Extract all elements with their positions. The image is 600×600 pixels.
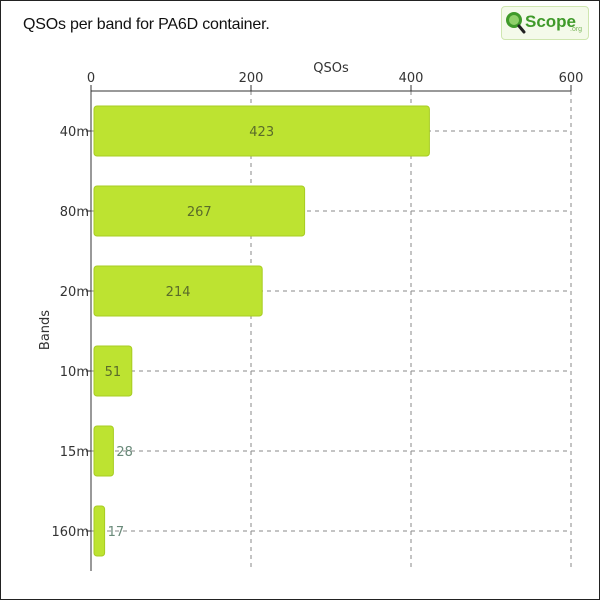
bar-20m[interactable] xyxy=(93,265,263,317)
bar-layer: 423 267 214 51 28 17 xyxy=(93,105,430,557)
x-tick-label: 600 xyxy=(559,71,584,86)
chart-title: QSOs per band for PA6D container. xyxy=(23,16,270,33)
x-tick-label: 0 xyxy=(87,71,95,86)
data-label-40m: 423 xyxy=(249,125,274,140)
y-tick-label: 20m xyxy=(60,285,89,300)
data-label-15m: 28 xyxy=(116,445,133,460)
bar-80m[interactable] xyxy=(93,185,306,237)
data-label-10m: 51 xyxy=(105,365,122,380)
bar-160m[interactable] xyxy=(93,505,106,557)
data-label-80m: 267 xyxy=(187,205,212,220)
magnifier-handle-icon xyxy=(517,24,526,34)
y-tick-label: 10m xyxy=(60,365,89,380)
y-axis-label: Bands xyxy=(38,310,53,350)
y-tick-label: 80m xyxy=(60,205,89,220)
x-tick-label: 200 xyxy=(239,71,264,86)
logo-suffix: .org xyxy=(570,26,582,33)
bar-40m[interactable] xyxy=(93,105,430,157)
x-axis-label: QSOs xyxy=(313,61,349,76)
data-label-160m: 17 xyxy=(108,525,125,540)
data-label-20m: 214 xyxy=(166,285,191,300)
axis-layer: 0 200 400 600 40m 80m 20m 10m 15m 160m xyxy=(52,71,584,571)
x-tick-label: 400 xyxy=(399,71,424,86)
grid-layer xyxy=(91,91,572,571)
y-tick-label: 40m xyxy=(60,125,89,140)
bar-10m[interactable] xyxy=(93,345,133,397)
y-tick-label: 160m xyxy=(52,525,89,540)
qscope-logo[interactable]: Scope .org xyxy=(501,6,589,40)
y-tick-label: 15m xyxy=(60,445,89,460)
bar-15m[interactable] xyxy=(93,425,114,477)
logo-text: Scope xyxy=(525,12,576,31)
